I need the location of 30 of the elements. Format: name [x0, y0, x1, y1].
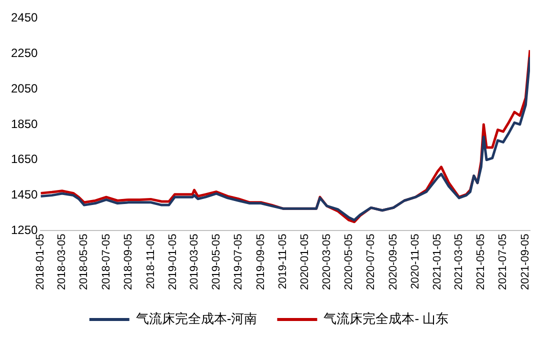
x-tick-label: 2020-07-05 [365, 234, 378, 290]
x-tick-label: 2021-09-05 [520, 234, 532, 290]
x-tick-label: 2020-11-05 [410, 234, 422, 290]
x-tick-label: 2021-03-05 [453, 234, 466, 290]
x-tick-label: 2019-11-05 [277, 234, 290, 290]
x-tick-label: 2020-09-05 [387, 234, 400, 290]
x-tick-label: 2020-03-05 [320, 234, 333, 290]
y-tick-label: 1650 [10, 152, 38, 166]
y-tick-label: 2050 [10, 81, 38, 96]
x-tick-label: 2018-03-05 [56, 234, 68, 290]
x-tick-label: 2018-05-05 [78, 234, 90, 290]
x-tick-label: 2019-09-05 [254, 234, 267, 290]
x-tick-label: 2019-03-05 [188, 234, 200, 290]
y-tick-label: 2250 [10, 46, 38, 60]
x-tick-label: 2018-09-05 [122, 234, 135, 290]
x-tick-label: 2021-07-05 [497, 234, 510, 290]
x-tick-label: 2019-05-05 [210, 234, 222, 290]
x-tick-label: 2021-05-05 [475, 234, 488, 290]
legend-label: 气流床完全成本- 山东 [324, 311, 449, 326]
x-tick-label: 2019-01-05 [166, 234, 179, 290]
x-tick-label: 2019-07-05 [232, 234, 244, 290]
x-tick-label: 2020-01-05 [299, 234, 312, 290]
y-tick-label: 2450 [10, 10, 38, 25]
x-tick-label: 2018-11-05 [144, 234, 157, 290]
x-tick-label: 2020-05-05 [342, 234, 355, 290]
x-tick-label: 2018-07-05 [100, 234, 112, 290]
legend-label: 气流床完全成本-河南 [136, 311, 258, 326]
x-tick-label: 2021-01-05 [432, 234, 444, 290]
y-tick-label: 1850 [10, 116, 38, 131]
y-tick-label: 1450 [10, 188, 38, 202]
